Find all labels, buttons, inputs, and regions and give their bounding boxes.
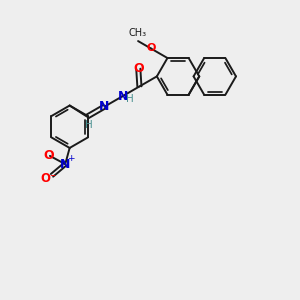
Text: O: O (146, 44, 156, 53)
Text: O: O (43, 148, 54, 161)
Text: +: + (68, 154, 75, 163)
Text: H: H (85, 121, 93, 130)
Text: CH₃: CH₃ (128, 28, 147, 38)
Text: N: N (118, 90, 129, 103)
Text: H: H (126, 94, 134, 104)
Text: O: O (133, 62, 144, 75)
Text: N: N (99, 100, 110, 113)
Text: O⁻: O⁻ (40, 172, 57, 185)
Text: N: N (60, 158, 70, 171)
